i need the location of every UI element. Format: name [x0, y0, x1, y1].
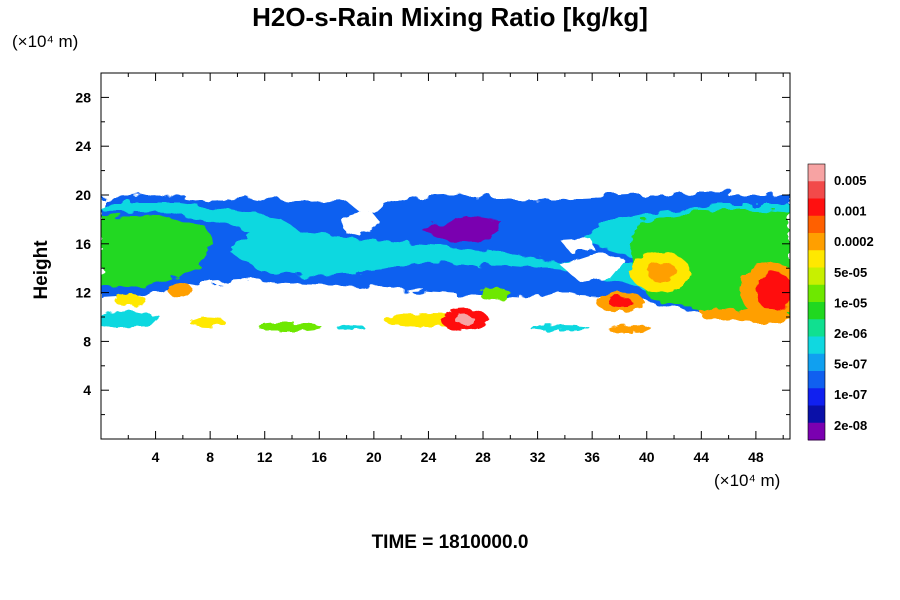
low-blob-8 — [730, 309, 790, 323]
low-blob-1 — [189, 317, 225, 327]
colorbar-swatch — [808, 371, 825, 389]
y-tick-label: 20 — [75, 187, 91, 203]
colorbar-label: 5e-05 — [834, 265, 867, 280]
low-layer-left — [101, 310, 160, 328]
low-blob-7 — [608, 325, 652, 333]
plot-frame — [100, 72, 791, 440]
cloud-gap — [340, 210, 625, 282]
colorbar-label: 0.005 — [834, 173, 867, 188]
upper-cloud-green — [101, 215, 215, 290]
colorbar-swatch — [808, 284, 825, 303]
core-mid-12 — [479, 288, 511, 300]
colorbar-swatch — [808, 198, 825, 217]
x-tick-label: 28 — [475, 449, 491, 465]
colorbar: 0.005 0.001 0.0002 5e-05 1e-05 2e-06 5e-07 1e-0… — [807, 163, 874, 441]
colorbar-swatch — [808, 422, 825, 441]
core-41-14-inner — [647, 262, 677, 282]
x-tick-label: 12 — [257, 449, 273, 465]
colorbar-swatch — [808, 233, 825, 251]
gap-purple — [420, 215, 500, 242]
time-label: TIME = 1810000.0 — [371, 532, 529, 553]
low-blob-2 — [258, 323, 322, 331]
colorbar-label: 2e-08 — [834, 418, 867, 433]
x-tick-label: 36 — [584, 449, 600, 465]
y-tick-label: 8 — [83, 333, 91, 349]
colorbar-swatch — [808, 164, 825, 182]
y-tick-label: 12 — [75, 285, 91, 301]
y-tick-label: 28 — [75, 89, 91, 105]
low-blob-3 — [336, 324, 364, 330]
x-tick-label: 32 — [530, 449, 546, 465]
chart-title: H2O-s-Rain Mixing Ratio [kg/kg] — [252, 2, 648, 32]
colorbar-label: 1e-05 — [834, 295, 867, 310]
x-tick-label: 44 — [694, 449, 710, 465]
y-axis-multiplier: (×10⁴ m) — [12, 32, 79, 51]
y-tick-label: 24 — [75, 138, 91, 154]
x-axis-multiplier: (×10⁴ m) — [714, 471, 781, 490]
y-tick-label: 16 — [75, 236, 91, 252]
colorbar-swatch — [808, 388, 825, 406]
core-38-11-inner — [608, 297, 632, 307]
x-tick-label: 20 — [366, 449, 382, 465]
y-tick-label: 4 — [83, 382, 91, 398]
x-tick-label: 40 — [639, 449, 655, 465]
colorbar-frame — [807, 163, 826, 441]
upper-cloud-inner — [101, 203, 790, 305]
colorbar-label: 0.001 — [834, 204, 867, 219]
colorbar-swatch — [808, 267, 825, 286]
x-tick-label: 4 — [152, 449, 160, 465]
colorbar-swatch — [808, 405, 825, 424]
low-blob-5-center — [455, 315, 475, 325]
x-tick-label: 8 — [206, 449, 214, 465]
colorbar-swatch — [808, 336, 825, 355]
core-right-11 — [700, 308, 740, 320]
colorbar-label: 5e-07 — [834, 357, 867, 372]
colorbar-swatch — [808, 181, 825, 199]
colorbar-label: 0.0002 — [834, 234, 874, 249]
core-left-12 — [168, 282, 192, 298]
colorbar-swatch — [808, 250, 825, 268]
colorbar-swatch — [808, 215, 825, 234]
x-tick-label: 24 — [421, 449, 437, 465]
core-48-12-mid — [757, 272, 790, 312]
colorbar-swatch — [808, 302, 825, 320]
colorbar-swatch — [808, 353, 825, 372]
low-blob-6 — [530, 325, 590, 331]
x-tick-label: 16 — [312, 449, 328, 465]
colorbar-label: 1e-07 — [834, 387, 867, 402]
mixing-ratio-field — [101, 192, 790, 333]
colorbar-label: 2e-06 — [834, 326, 867, 341]
colorbar-swatch — [808, 319, 825, 337]
x-tick-label: 48 — [748, 449, 764, 465]
core-left-11 — [114, 294, 146, 306]
